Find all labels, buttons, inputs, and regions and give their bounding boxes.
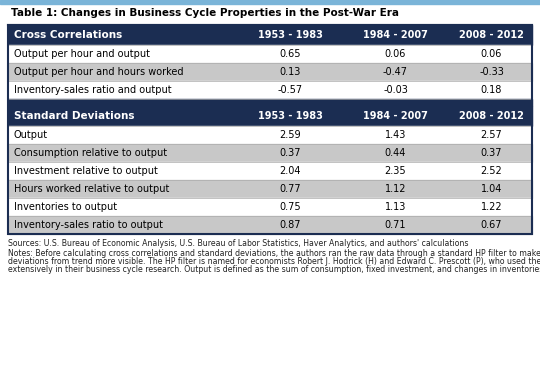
Text: Investment relative to output: Investment relative to output — [14, 166, 158, 176]
Text: Output: Output — [14, 130, 48, 140]
Text: 2008 - 2012: 2008 - 2012 — [459, 111, 524, 121]
Text: 0.67: 0.67 — [481, 220, 502, 230]
Text: Notes: Before calculating cross correlations and standard deviations, the author: Notes: Before calculating cross correlat… — [8, 249, 540, 258]
Bar — [8, 63, 532, 81]
Text: 2.52: 2.52 — [481, 166, 502, 176]
Bar — [0, 0, 540, 4]
Bar — [8, 198, 532, 216]
Text: deviations from trend more visible. The HP filter is named for economists Robert: deviations from trend more visible. The … — [8, 257, 540, 266]
Text: Output per hour and output: Output per hour and output — [14, 49, 150, 59]
Text: 2.35: 2.35 — [384, 166, 406, 176]
Text: 2.59: 2.59 — [280, 130, 301, 140]
Bar — [8, 216, 532, 234]
Text: Standard Deviations: Standard Deviations — [14, 111, 134, 121]
Text: -0.03: -0.03 — [383, 85, 408, 95]
Text: 0.06: 0.06 — [481, 49, 502, 59]
Text: 1.13: 1.13 — [385, 202, 406, 212]
Text: Output per hour and hours worked: Output per hour and hours worked — [14, 67, 184, 77]
Text: 1953 - 1983: 1953 - 1983 — [258, 30, 323, 40]
Bar — [8, 45, 532, 63]
Bar — [8, 25, 532, 234]
Bar — [8, 126, 532, 144]
Text: 1984 - 2007: 1984 - 2007 — [363, 111, 428, 121]
Text: Sources: U.S. Bureau of Economic Analysis, U.S. Bureau of Labor Statistics, Have: Sources: U.S. Bureau of Economic Analysi… — [8, 239, 469, 248]
Text: 0.18: 0.18 — [481, 85, 502, 95]
Text: Table 1: Changes in Business Cycle Properties in the Post-War Era: Table 1: Changes in Business Cycle Prope… — [11, 8, 399, 18]
Text: 1.22: 1.22 — [481, 202, 502, 212]
Text: 0.65: 0.65 — [280, 49, 301, 59]
Text: 1953 - 1983: 1953 - 1983 — [258, 111, 323, 121]
Text: 2008 - 2012: 2008 - 2012 — [459, 30, 524, 40]
Text: Hours worked relative to output: Hours worked relative to output — [14, 184, 170, 194]
Bar — [8, 162, 532, 180]
Text: 0.13: 0.13 — [280, 67, 301, 77]
Text: 2.04: 2.04 — [280, 166, 301, 176]
Text: Inventory-sales ratio and output: Inventory-sales ratio and output — [14, 85, 172, 95]
Text: 1984 - 2007: 1984 - 2007 — [363, 30, 428, 40]
Text: 0.37: 0.37 — [481, 148, 502, 158]
Text: extensively in their business cycle research. Output is defined as the sum of co: extensively in their business cycle rese… — [8, 265, 540, 274]
Bar — [8, 144, 532, 162]
Bar — [8, 99, 532, 106]
Bar — [8, 81, 532, 99]
Text: Inventories to output: Inventories to output — [14, 202, 117, 212]
Bar — [8, 25, 532, 45]
Text: 0.44: 0.44 — [385, 148, 406, 158]
Text: 0.87: 0.87 — [280, 220, 301, 230]
Bar — [8, 106, 532, 126]
Bar — [0, 4, 540, 22]
Text: 1.12: 1.12 — [384, 184, 406, 194]
Text: 2.57: 2.57 — [481, 130, 502, 140]
Text: Consumption relative to output: Consumption relative to output — [14, 148, 167, 158]
Text: 0.06: 0.06 — [385, 49, 406, 59]
Text: 0.75: 0.75 — [280, 202, 301, 212]
Text: 0.71: 0.71 — [384, 220, 406, 230]
Text: 1.43: 1.43 — [385, 130, 406, 140]
Text: -0.57: -0.57 — [278, 85, 303, 95]
Bar — [0, 22, 540, 25]
Text: Inventory-sales ratio to output: Inventory-sales ratio to output — [14, 220, 163, 230]
Text: Cross Correlations: Cross Correlations — [14, 30, 122, 40]
Text: 0.37: 0.37 — [280, 148, 301, 158]
Text: 1.04: 1.04 — [481, 184, 502, 194]
Bar — [8, 180, 532, 198]
Text: -0.33: -0.33 — [479, 67, 504, 77]
Text: 0.77: 0.77 — [280, 184, 301, 194]
Text: -0.47: -0.47 — [383, 67, 408, 77]
